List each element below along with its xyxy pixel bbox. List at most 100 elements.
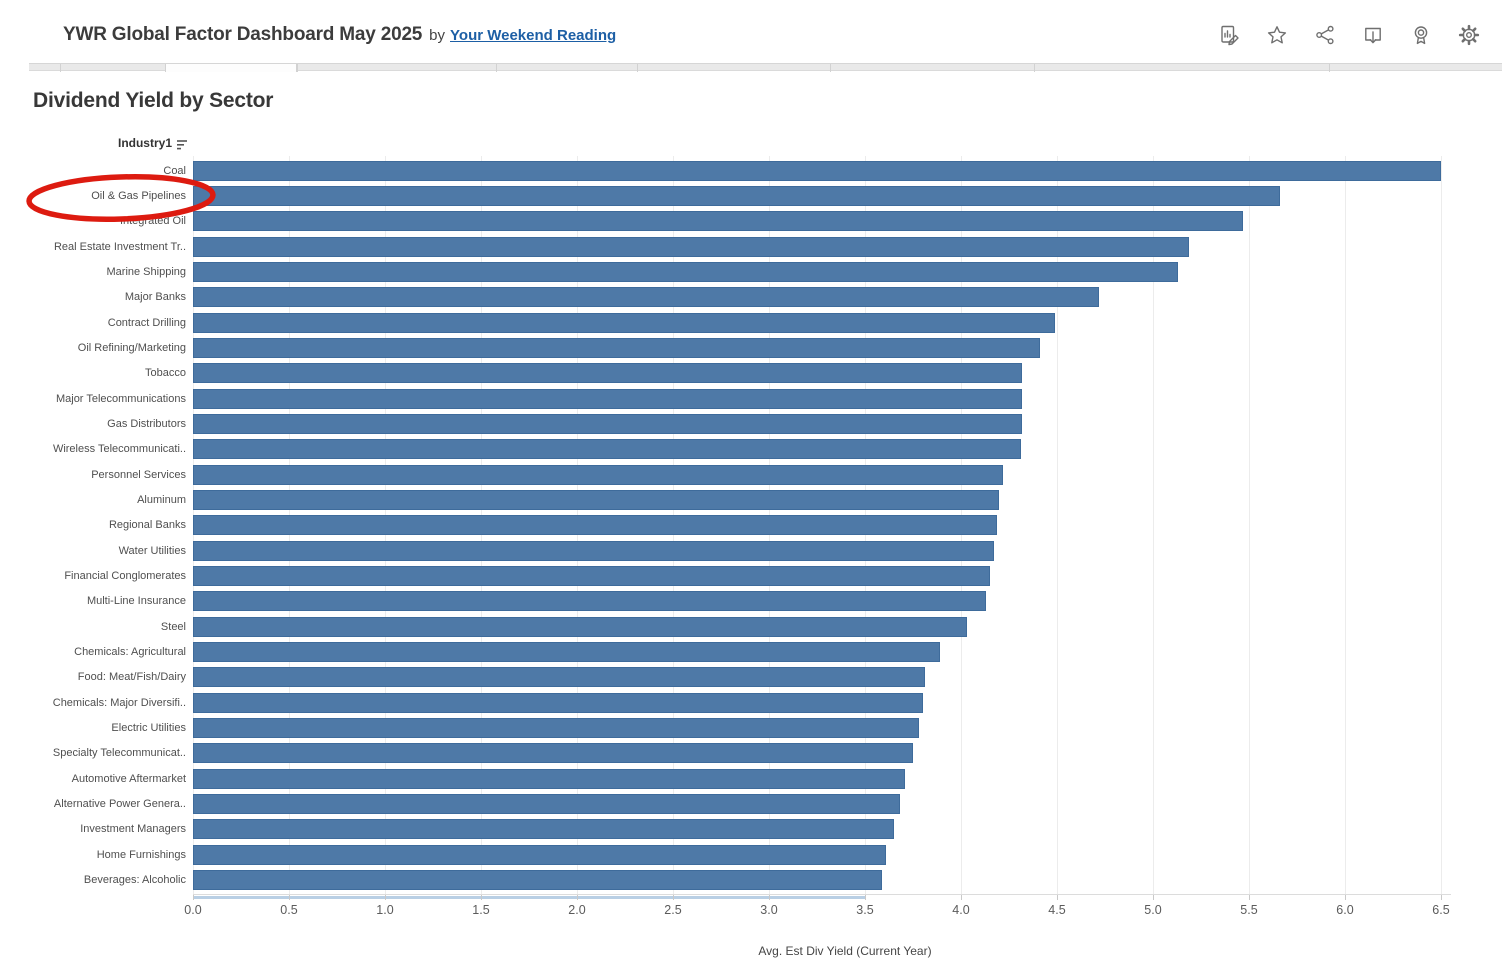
row-label[interactable]: Major Telecommunications: [55, 392, 186, 405]
bar[interactable]: [193, 616, 967, 637]
bar[interactable]: [193, 717, 919, 738]
x-axis-title: Avg. Est Div Yield (Current Year): [758, 944, 932, 958]
x-tick-mark: [1057, 895, 1058, 900]
table-row: Major Banks: [0, 285, 1502, 310]
row-label[interactable]: Investment Managers: [80, 823, 186, 836]
table-row: Oil & Gas Pipelines: [0, 183, 1502, 208]
bar[interactable]: [193, 413, 1023, 434]
bar[interactable]: [193, 641, 940, 662]
sheet-tab-strip[interactable]: [29, 63, 1502, 72]
sheet-tab[interactable]: [830, 64, 1034, 72]
favorite-star-icon[interactable]: [1266, 24, 1288, 46]
row-label[interactable]: Tobacco: [145, 367, 186, 380]
row-label[interactable]: Oil Refining/Marketing: [77, 341, 186, 354]
row-label[interactable]: Alternative Power Genera..: [53, 797, 186, 810]
bar[interactable]: [193, 388, 1023, 409]
bar[interactable]: [193, 540, 994, 561]
row-label[interactable]: Home Furnishings: [96, 848, 186, 861]
bar[interactable]: [193, 185, 1280, 206]
bar[interactable]: [193, 819, 894, 840]
table-row: Marine Shipping: [0, 259, 1502, 284]
row-label[interactable]: Coal: [163, 164, 186, 177]
bar[interactable]: [193, 768, 906, 789]
bar[interactable]: [193, 591, 986, 612]
share-icon[interactable]: [1314, 24, 1336, 46]
bar[interactable]: [193, 363, 1023, 384]
row-label[interactable]: Wireless Telecommunicati..: [52, 443, 186, 456]
download-icon[interactable]: [1362, 24, 1384, 46]
row-label[interactable]: Financial Conglomerates: [64, 569, 186, 582]
bar[interactable]: [193, 667, 925, 688]
row-label[interactable]: Multi-Line Insurance: [86, 595, 186, 608]
row-label[interactable]: Specialty Telecommunicat..: [52, 747, 186, 760]
bar[interactable]: [193, 869, 883, 890]
bar[interactable]: [193, 743, 913, 764]
x-tick-label: 5.0: [1144, 903, 1162, 917]
sheet-tab[interactable]: [496, 64, 637, 72]
bar[interactable]: [193, 844, 887, 865]
bar[interactable]: [193, 261, 1178, 282]
bar[interactable]: [193, 337, 1040, 358]
bar[interactable]: [193, 464, 1004, 485]
table-row: Beverages: Alcoholic: [0, 867, 1502, 892]
row-label[interactable]: Chemicals: Agricultural: [74, 645, 186, 658]
bar[interactable]: [193, 211, 1244, 232]
row-label[interactable]: Water Utilities: [118, 544, 186, 557]
bar[interactable]: [193, 160, 1441, 181]
row-label[interactable]: Food: Meat/Fish/Dairy: [77, 671, 186, 684]
row-label[interactable]: Real Estate Investment Tr..: [53, 240, 186, 253]
row-label[interactable]: Personnel Services: [91, 468, 186, 481]
row-label[interactable]: Automotive Aftermarket: [71, 772, 186, 785]
bar[interactable]: [193, 565, 990, 586]
sheet-tab[interactable]: [1329, 64, 1501, 72]
sheet-tab[interactable]: [297, 64, 496, 72]
x-tick-label: 6.0: [1336, 903, 1354, 917]
x-tick-label: 3.0: [760, 903, 778, 917]
bar[interactable]: [193, 312, 1056, 333]
sheet-tab[interactable]: [637, 64, 830, 72]
author-link[interactable]: Your Weekend Reading: [450, 27, 617, 44]
table-row: Food: Meat/Fish/Dairy: [0, 665, 1502, 690]
award-icon[interactable]: [1410, 24, 1432, 46]
x-tick-mark: [769, 895, 770, 900]
bar[interactable]: [193, 287, 1100, 308]
table-row: Steel: [0, 614, 1502, 639]
column-header[interactable]: Industry1: [0, 136, 172, 150]
sheet-tab[interactable]: [1034, 64, 1329, 72]
row-label[interactable]: Marine Shipping: [106, 265, 187, 278]
row-label[interactable]: Contract Drilling: [107, 316, 186, 329]
x-tick-label: 1.5: [472, 903, 490, 917]
bar[interactable]: [193, 793, 900, 814]
row-label[interactable]: Integrated Oil: [119, 215, 186, 228]
dashboard-title: YWR Global Factor Dashboard May 2025: [63, 24, 423, 45]
row-label[interactable]: Electric Utilities: [111, 721, 186, 734]
x-tick-mark: [1249, 895, 1250, 900]
column-header-label: Industry1: [117, 136, 172, 150]
table-row: Chemicals: Agricultural: [0, 639, 1502, 664]
row-label[interactable]: Regional Banks: [108, 519, 186, 532]
table-row: Coal: [0, 158, 1502, 183]
x-tick-label: 1.0: [376, 903, 394, 917]
settings-gear-icon[interactable]: [1458, 24, 1480, 46]
bar[interactable]: [193, 439, 1021, 460]
row-label[interactable]: Oil & Gas Pipelines: [91, 189, 186, 202]
sheet-tab[interactable]: [60, 64, 165, 72]
row-label[interactable]: Steel: [160, 620, 186, 633]
sort-descending-icon[interactable]: [176, 139, 190, 151]
table-row: Real Estate Investment Tr..: [0, 234, 1502, 259]
row-label[interactable]: Beverages: Alcoholic: [83, 873, 186, 886]
bar[interactable]: [193, 489, 1000, 510]
sheet-tab-active[interactable]: [165, 64, 297, 72]
x-tick-mark: [481, 895, 482, 900]
bar[interactable]: [193, 236, 1190, 257]
row-label[interactable]: Aluminum: [137, 493, 186, 506]
row-label[interactable]: Chemicals: Major Diversifi..: [52, 696, 186, 709]
bar[interactable]: [193, 692, 923, 713]
clipped-next-bar: [193, 896, 865, 899]
row-label[interactable]: Major Banks: [124, 291, 186, 304]
bar[interactable]: [193, 515, 998, 536]
edit-icon[interactable]: [1218, 24, 1240, 46]
table-row: Personnel Services: [0, 462, 1502, 487]
row-label[interactable]: Gas Distributors: [107, 417, 186, 430]
